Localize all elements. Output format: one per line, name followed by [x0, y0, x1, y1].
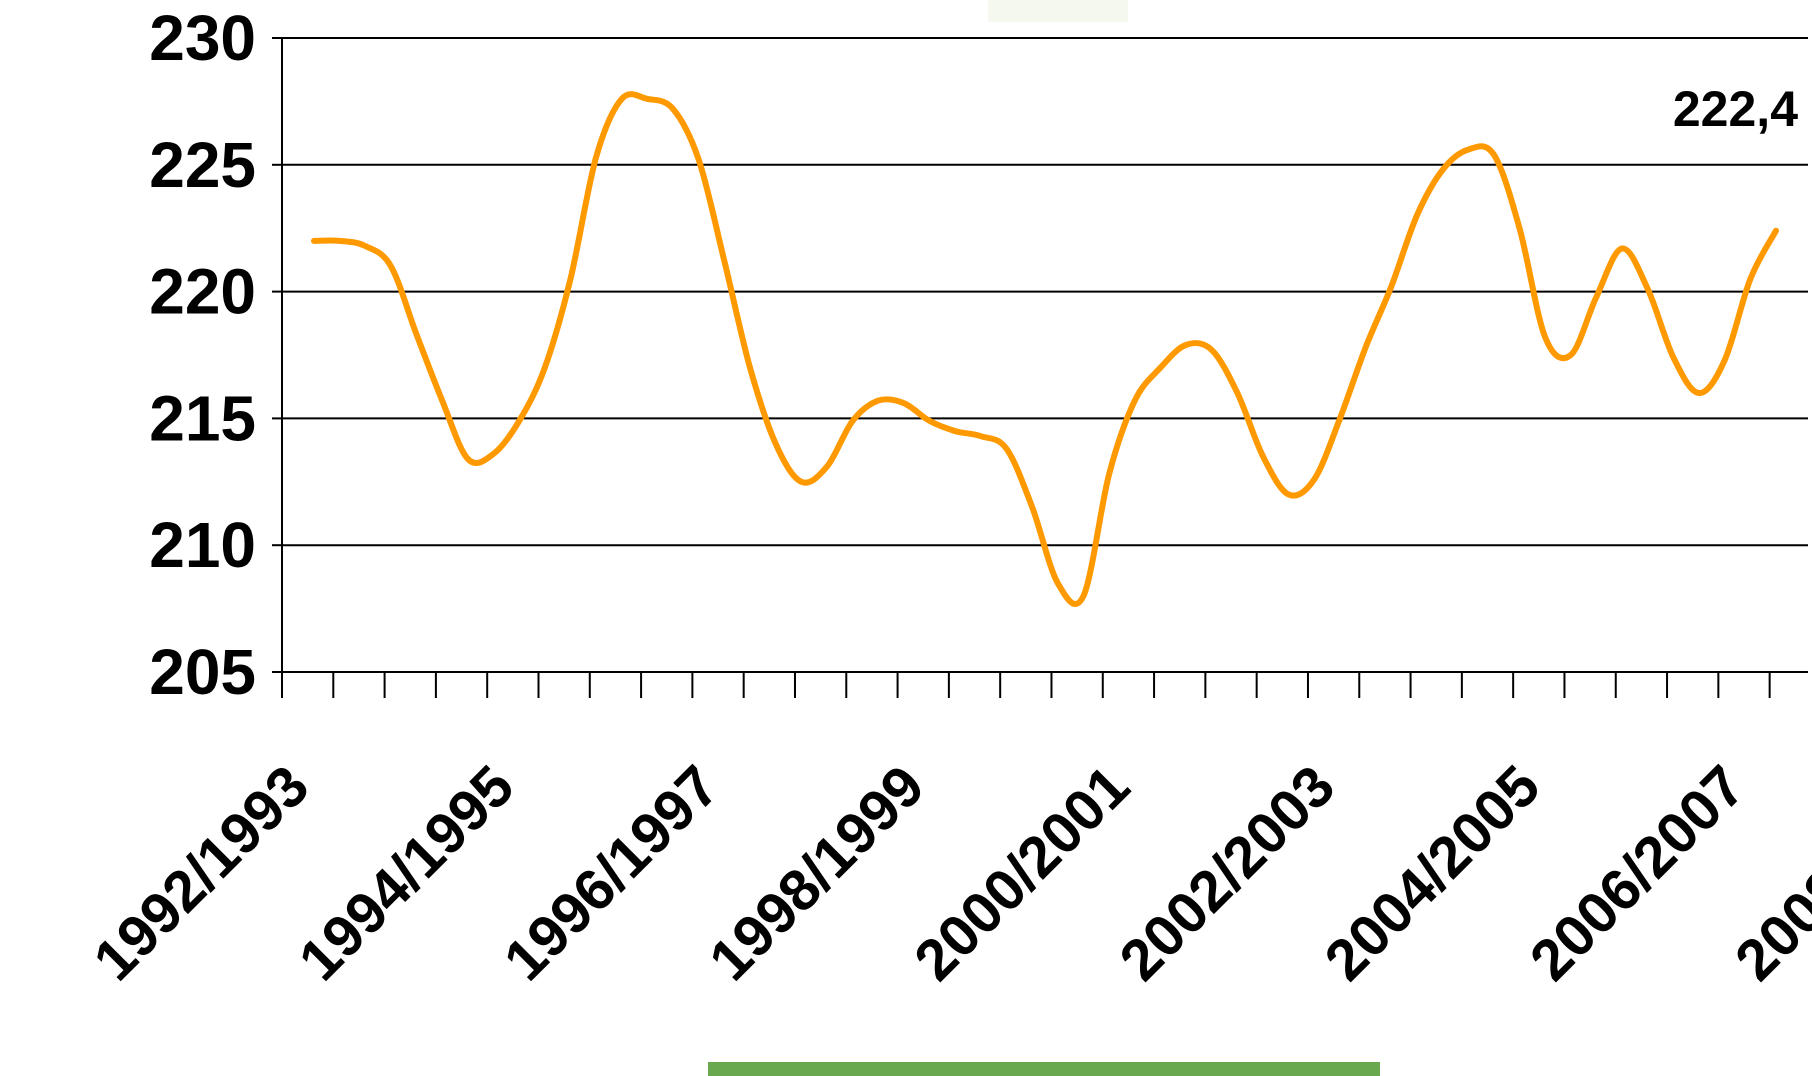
y-tick-label-220: 220 — [149, 256, 256, 328]
data-labels: 222,4 — [1673, 81, 1798, 137]
y-tick-label-215: 215 — [149, 382, 256, 454]
cropped-edge-top — [988, 0, 1128, 22]
y-tick-label-210: 210 — [149, 509, 256, 581]
data-label-last-value: 222,4 — [1673, 81, 1798, 137]
y-tick-label-230: 230 — [149, 2, 256, 74]
y-tick-label-205: 205 — [149, 636, 256, 708]
gridlines — [272, 37, 1808, 698]
cropped-edge-bottom — [708, 1062, 1380, 1076]
y-tick-labels: 205 210 215 220 225 230 — [149, 2, 256, 708]
y-tick-label-225: 225 — [149, 129, 256, 201]
series-layer — [311, 91, 1779, 607]
axes — [281, 38, 1808, 673]
series-line-0 — [311, 91, 1779, 607]
